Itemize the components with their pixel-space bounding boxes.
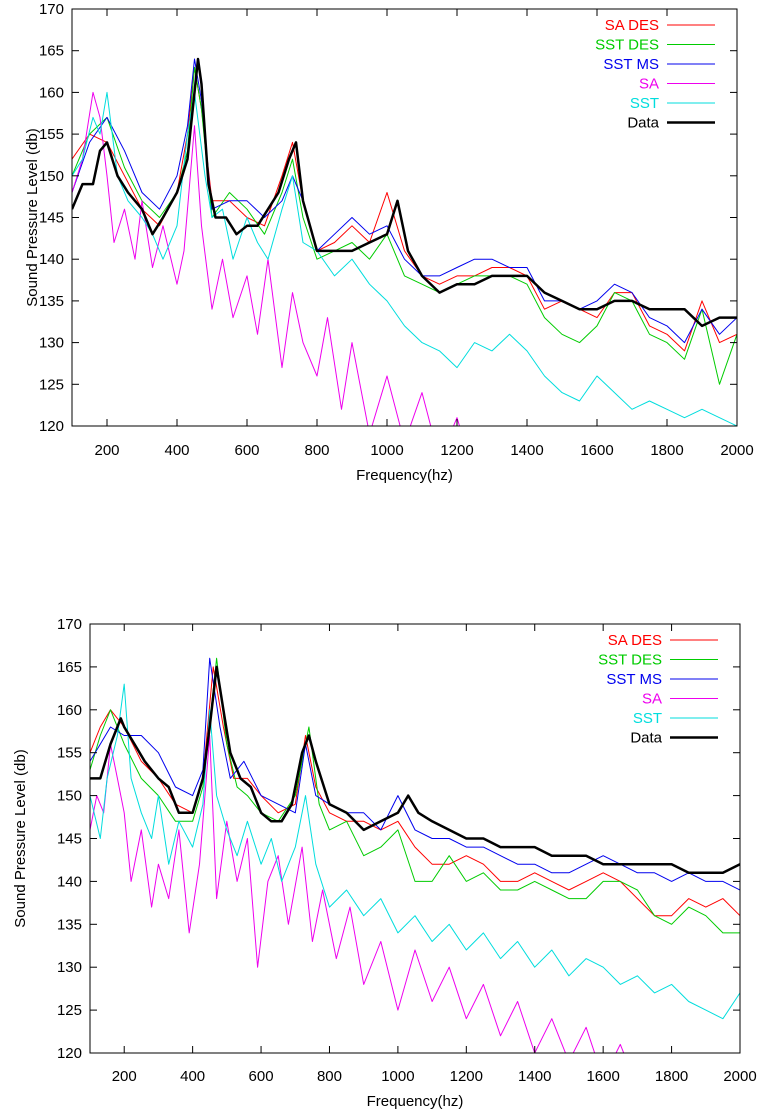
x-tick-label: 1600 — [580, 442, 613, 459]
y-tick-label: 155 — [39, 126, 64, 143]
x-tick-label: 200 — [112, 1068, 137, 1085]
y-tick-label: 145 — [39, 210, 64, 227]
legend-label-sa: SA — [642, 691, 662, 708]
y-tick-label: 170 — [39, 1, 64, 18]
legend-label-sa-des: SA DES — [605, 17, 659, 34]
series-line-sst-des — [90, 657, 740, 934]
x-tick-label: 2000 — [720, 442, 753, 459]
y-tick-label: 150 — [39, 168, 64, 185]
legend-label-sst: SST — [633, 710, 662, 727]
legend-label-sst-ms: SST MS — [606, 671, 662, 688]
y-tick-label: 165 — [57, 659, 82, 676]
x-tick-label: 600 — [234, 442, 259, 459]
legend-label-data: Data — [627, 115, 659, 132]
legend: SA DES SST DES SST MS SA SST Data — [595, 17, 715, 132]
series-line-data — [90, 665, 740, 875]
y-tick-label: 125 — [57, 1002, 82, 1019]
series-line-sst — [90, 683, 740, 1020]
series-line-sa — [90, 735, 740, 1053]
legend-label-sst-des: SST DES — [598, 652, 662, 669]
y-tick-label: 155 — [57, 745, 82, 762]
y-tick-label: 170 — [57, 616, 82, 633]
legend-label-sa-des: SA DES — [608, 632, 662, 649]
legend-label-sa: SA — [639, 76, 659, 93]
series-line-sa — [72, 91, 493, 426]
y-tick-label: 140 — [57, 873, 82, 890]
chart-top: 120 125 130 135 140 145 150 155 160 165 170 200 400 6… — [24, 1, 754, 484]
chart-bottom: 120 125 130 135 140 145 150 155 160 165 170 200 400 6… — [12, 616, 757, 1110]
x-tick-label: 2000 — [723, 1068, 756, 1085]
legend-label-sst-des: SST DES — [595, 37, 659, 54]
x-tick-label: 200 — [94, 442, 119, 459]
y-tick-label: 160 — [57, 702, 82, 719]
y-tick-label: 130 — [39, 335, 64, 352]
x-tick-label: 800 — [304, 442, 329, 459]
plot-area — [72, 57, 737, 426]
x-tick-label: 1400 — [518, 1068, 551, 1085]
y-tick-label: 150 — [57, 788, 82, 805]
legend-label-sst: SST — [630, 95, 659, 112]
x-tick-label: 400 — [180, 1068, 205, 1085]
x-tick-label: 1400 — [510, 442, 543, 459]
x-tick-label: 600 — [249, 1068, 274, 1085]
series-line-sst-ms — [72, 58, 737, 344]
legend-label-sst-ms: SST MS — [603, 56, 659, 73]
y-axis-label: Sound Pressure Level (db) — [24, 128, 41, 306]
series-line-data — [72, 57, 737, 328]
x-tick-label: 1000 — [381, 1068, 414, 1085]
x-axis-label: Frequency(hz) — [356, 467, 453, 484]
x-tick-label: 1000 — [370, 442, 403, 459]
series-line-sa-des — [72, 66, 737, 352]
x-tick-label: 400 — [164, 442, 189, 459]
y-tick-label: 120 — [39, 418, 64, 435]
y-tick-label: 130 — [57, 959, 82, 976]
y-tick-label: 125 — [39, 376, 64, 393]
legend-label-data: Data — [630, 730, 662, 747]
plot-area — [90, 657, 740, 1053]
y-tick-label: 135 — [39, 293, 64, 310]
y-tick-label: 120 — [57, 1045, 82, 1062]
y-tick-label: 160 — [39, 84, 64, 101]
y-tick-label: 140 — [39, 251, 64, 268]
x-tick-label: 1600 — [586, 1068, 619, 1085]
x-tick-label: 1800 — [650, 442, 683, 459]
x-axis-label: Frequency(hz) — [367, 1093, 464, 1110]
x-tick-label: 1200 — [440, 442, 473, 459]
y-tick-label: 165 — [39, 43, 64, 60]
x-tick-label: 800 — [317, 1068, 342, 1085]
y-axis-label: Sound Pressure Level (db) — [12, 749, 29, 927]
x-tick-label: 1200 — [450, 1068, 483, 1085]
y-tick-label: 135 — [57, 916, 82, 933]
series-line-sst-des — [72, 66, 737, 385]
legend: SA DES SST DES SST MS SA SST Data — [598, 632, 718, 747]
y-tick-label: 145 — [57, 831, 82, 848]
x-tick-label: 1800 — [655, 1068, 688, 1085]
